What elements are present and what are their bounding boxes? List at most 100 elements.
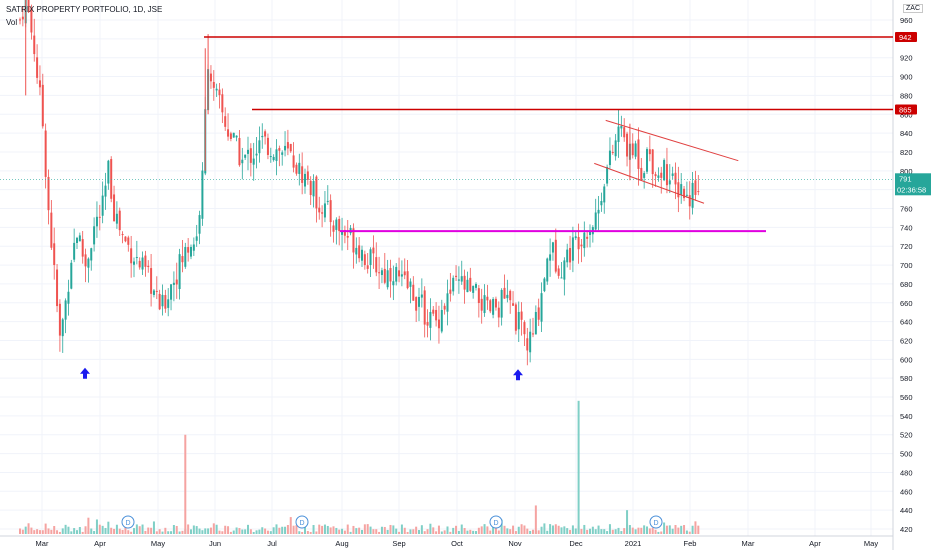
y-tick-label: 800 <box>900 167 913 176</box>
volume-bar <box>640 527 643 534</box>
candle-body <box>175 279 178 285</box>
candle-body <box>457 279 460 281</box>
volume-bar <box>628 525 631 534</box>
volume-bar <box>247 524 249 534</box>
dividend-label: D <box>493 520 498 527</box>
volume-bar <box>298 531 301 534</box>
candle-body <box>475 284 477 288</box>
candle-body <box>121 234 124 236</box>
volume-bar <box>135 524 138 534</box>
candle-body <box>489 300 492 312</box>
candle-body <box>643 173 646 178</box>
candle-body <box>178 254 181 290</box>
volume-bar <box>580 528 583 534</box>
candle-body <box>554 239 557 272</box>
candle-body <box>332 225 335 232</box>
channel-lower-line[interactable] <box>594 162 705 204</box>
volume-bar <box>235 527 238 534</box>
volume-bar <box>144 530 147 534</box>
candle-body <box>583 232 586 249</box>
volume-bar <box>523 525 526 534</box>
volume-bar <box>529 530 532 534</box>
volume-bar <box>452 527 455 534</box>
volume-bar <box>67 526 70 534</box>
candle-body <box>432 309 435 314</box>
candle-body <box>492 299 495 315</box>
volume-bar <box>181 530 184 534</box>
candle-body <box>272 156 275 161</box>
candle-body <box>167 299 170 308</box>
dividend-marker[interactable]: D <box>649 515 663 529</box>
volume-bar <box>190 529 192 534</box>
y-tick-label: 860 <box>900 110 913 119</box>
candle-body <box>264 131 267 137</box>
volume-bar <box>33 530 36 534</box>
currency-label[interactable]: ZAC <box>903 4 923 13</box>
volume-bar <box>400 524 403 534</box>
candle-body <box>509 290 512 301</box>
volume-bar <box>677 527 680 534</box>
volume-bar <box>278 527 281 534</box>
candle-body <box>229 133 232 139</box>
y-tick-label: 660 <box>900 299 913 308</box>
channel-upper-line[interactable] <box>605 119 739 162</box>
candle-body <box>560 277 563 279</box>
volume-bar <box>446 526 449 534</box>
candle-body <box>295 164 298 174</box>
candles <box>19 0 700 366</box>
volume-bar <box>204 528 207 534</box>
candle-body <box>435 309 438 321</box>
dividend-circle <box>295 515 309 529</box>
candle-body <box>623 127 626 138</box>
volume-bar <box>497 530 500 534</box>
candle-body <box>358 245 361 259</box>
volume-bar <box>665 525 668 534</box>
volume-bar <box>155 531 158 534</box>
price-axis[interactable] <box>893 0 932 550</box>
volume-bar <box>195 526 198 534</box>
volume-bar <box>198 528 201 534</box>
candle-body <box>224 116 227 127</box>
candle-body <box>181 256 184 263</box>
volume-bar <box>614 529 617 534</box>
candle-body <box>372 247 375 254</box>
volume-bar <box>326 525 329 534</box>
volume-bar <box>38 530 41 534</box>
volume-bar <box>221 531 224 534</box>
x-tick-label: May <box>151 539 165 548</box>
volume-bar <box>560 527 563 534</box>
candle-body <box>318 207 321 213</box>
volume-bar <box>663 522 666 534</box>
candle-body <box>78 235 81 242</box>
candle-body <box>440 309 443 332</box>
volume-bar <box>680 525 683 534</box>
volume-bar <box>56 530 59 534</box>
candle-body <box>472 285 475 293</box>
candle-body <box>534 311 537 335</box>
y-tick-label: 620 <box>900 336 913 345</box>
volume-spike <box>534 505 537 534</box>
y-tick-label: 720 <box>900 242 913 251</box>
level-tag-942: 942 <box>895 31 917 42</box>
candle-body <box>304 173 306 187</box>
dividend-marker[interactable]: D <box>489 515 503 529</box>
candle-body <box>497 307 500 318</box>
volume-bar <box>674 525 677 534</box>
candle-body <box>380 270 383 276</box>
dividend-marker[interactable]: D <box>121 515 135 529</box>
volume-bar <box>312 525 315 534</box>
candle-body <box>443 305 446 310</box>
candle-body <box>286 142 289 149</box>
volume-bar <box>284 526 287 534</box>
volume-bar <box>244 529 247 534</box>
volume-bar <box>355 528 358 534</box>
volume-bar <box>133 528 135 534</box>
volume-bar <box>90 528 93 534</box>
candle-body <box>81 239 84 257</box>
volume-bar <box>53 526 56 534</box>
dividend-marker[interactable]: D <box>295 515 309 529</box>
candle-body <box>512 303 515 306</box>
candle-body <box>363 254 366 266</box>
